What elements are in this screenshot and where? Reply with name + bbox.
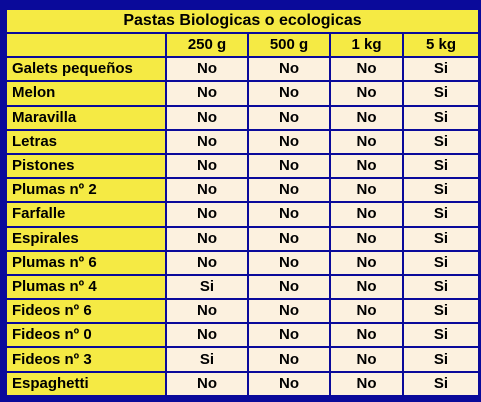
- availability-cell: No: [249, 130, 329, 153]
- column-header: 500 g: [249, 34, 329, 57]
- availability-cell: Si: [404, 227, 478, 250]
- availability-cell: Si: [404, 203, 478, 226]
- availability-cell: Si: [404, 348, 478, 371]
- availability-cell: No: [167, 154, 247, 178]
- availability-cell: No: [167, 106, 247, 129]
- availability-cell: No: [167, 203, 247, 226]
- availability-cell: No: [331, 300, 402, 323]
- row-name-cell: Melon: [7, 82, 165, 105]
- availability-cell: Si: [404, 130, 478, 153]
- availability-cell: No: [331, 58, 402, 81]
- pastas-table: Pastas Biologicas o ecologicas 250 g 500…: [5, 8, 480, 397]
- availability-cell: No: [167, 324, 247, 347]
- header-blank-cell: [7, 34, 165, 57]
- table-row: Plumas nº 4 Si No No Si: [7, 275, 478, 299]
- row-name-cell: Plumas nº 6: [7, 251, 165, 274]
- table-row: Galets pequeños No No No Si: [7, 58, 478, 81]
- availability-cell: Si: [404, 154, 478, 178]
- availability-cell: No: [331, 227, 402, 250]
- header-row: 250 g 500 g 1 kg 5 kg: [7, 34, 478, 57]
- availability-cell: No: [167, 82, 247, 105]
- availability-cell: No: [249, 179, 329, 202]
- availability-cell: Si: [404, 106, 478, 129]
- availability-cell: Si: [404, 324, 478, 347]
- availability-cell: No: [331, 106, 402, 129]
- availability-cell: No: [249, 275, 329, 299]
- availability-cell: No: [249, 348, 329, 371]
- table-row: Farfalle No No No Si: [7, 203, 478, 226]
- row-name-cell: Espirales: [7, 227, 165, 250]
- availability-cell: Si: [404, 58, 478, 81]
- row-name-cell: Plumas nº 4: [7, 275, 165, 299]
- availability-cell: No: [249, 300, 329, 323]
- availability-cell: No: [167, 372, 247, 395]
- table-row: Pistones No No No Si: [7, 154, 478, 178]
- column-header: 250 g: [167, 34, 247, 57]
- table-row: Fideos nº 3 Si No No Si: [7, 348, 478, 371]
- availability-cell: No: [331, 251, 402, 274]
- row-name-cell: Farfalle: [7, 203, 165, 226]
- availability-cell: No: [167, 58, 247, 81]
- availability-cell: Si: [404, 179, 478, 202]
- availability-cell: No: [331, 154, 402, 178]
- availability-cell: No: [331, 130, 402, 153]
- availability-cell: No: [167, 251, 247, 274]
- availability-cell: Si: [404, 300, 478, 323]
- availability-cell: Si: [167, 275, 247, 299]
- availability-cell: No: [167, 227, 247, 250]
- availability-cell: Si: [404, 372, 478, 395]
- row-name-cell: Plumas nº 2: [7, 179, 165, 202]
- availability-cell: No: [331, 82, 402, 105]
- row-name-cell: Galets pequeños: [7, 58, 165, 81]
- availability-cell: No: [331, 179, 402, 202]
- table-title: Pastas Biologicas o ecologicas: [7, 10, 478, 32]
- availability-cell: No: [249, 58, 329, 81]
- availability-cell: No: [331, 275, 402, 299]
- availability-cell: Si: [404, 275, 478, 299]
- row-name-cell: Letras: [7, 130, 165, 153]
- availability-cell: No: [331, 324, 402, 347]
- availability-cell: No: [249, 372, 329, 395]
- table-row: Espaghetti No No No Si: [7, 372, 478, 395]
- table-row: Maravilla No No No Si: [7, 106, 478, 129]
- row-name-cell: Maravilla: [7, 106, 165, 129]
- availability-cell: No: [249, 154, 329, 178]
- table-row: Espirales No No No Si: [7, 227, 478, 250]
- availability-cell: No: [249, 227, 329, 250]
- table-row: Melon No No No Si: [7, 82, 478, 105]
- availability-cell: No: [249, 203, 329, 226]
- table-row: Fideos nº 6 No No No Si: [7, 300, 478, 323]
- row-name-cell: Fideos nº 0: [7, 324, 165, 347]
- availability-cell: No: [249, 82, 329, 105]
- row-name-cell: Fideos nº 3: [7, 348, 165, 371]
- table-row: Letras No No No Si: [7, 130, 478, 153]
- availability-cell: No: [331, 372, 402, 395]
- row-name-cell: Pistones: [7, 154, 165, 178]
- availability-cell: No: [331, 203, 402, 226]
- row-name-cell: Fideos nº 6: [7, 300, 165, 323]
- availability-cell: Si: [167, 348, 247, 371]
- availability-cell: No: [249, 324, 329, 347]
- table-row: Plumas nº 6 No No No Si: [7, 251, 478, 274]
- availability-cell: Si: [404, 251, 478, 274]
- column-header: 1 kg: [331, 34, 402, 57]
- availability-cell: Si: [404, 82, 478, 105]
- column-header: 5 kg: [404, 34, 478, 57]
- row-name-cell: Espaghetti: [7, 372, 165, 395]
- availability-cell: No: [167, 179, 247, 202]
- availability-cell: No: [249, 106, 329, 129]
- availability-cell: No: [167, 130, 247, 153]
- table-row: Plumas nº 2 No No No Si: [7, 179, 478, 202]
- table-row: Fideos nº 0 No No No Si: [7, 324, 478, 347]
- table-body: Galets pequeños No No No Si Melon No No No Si Mara…: [7, 58, 478, 395]
- availability-cell: No: [331, 348, 402, 371]
- title-row: Pastas Biologicas o ecologicas: [7, 10, 478, 32]
- availability-cell: No: [167, 300, 247, 323]
- availability-cell: No: [249, 251, 329, 274]
